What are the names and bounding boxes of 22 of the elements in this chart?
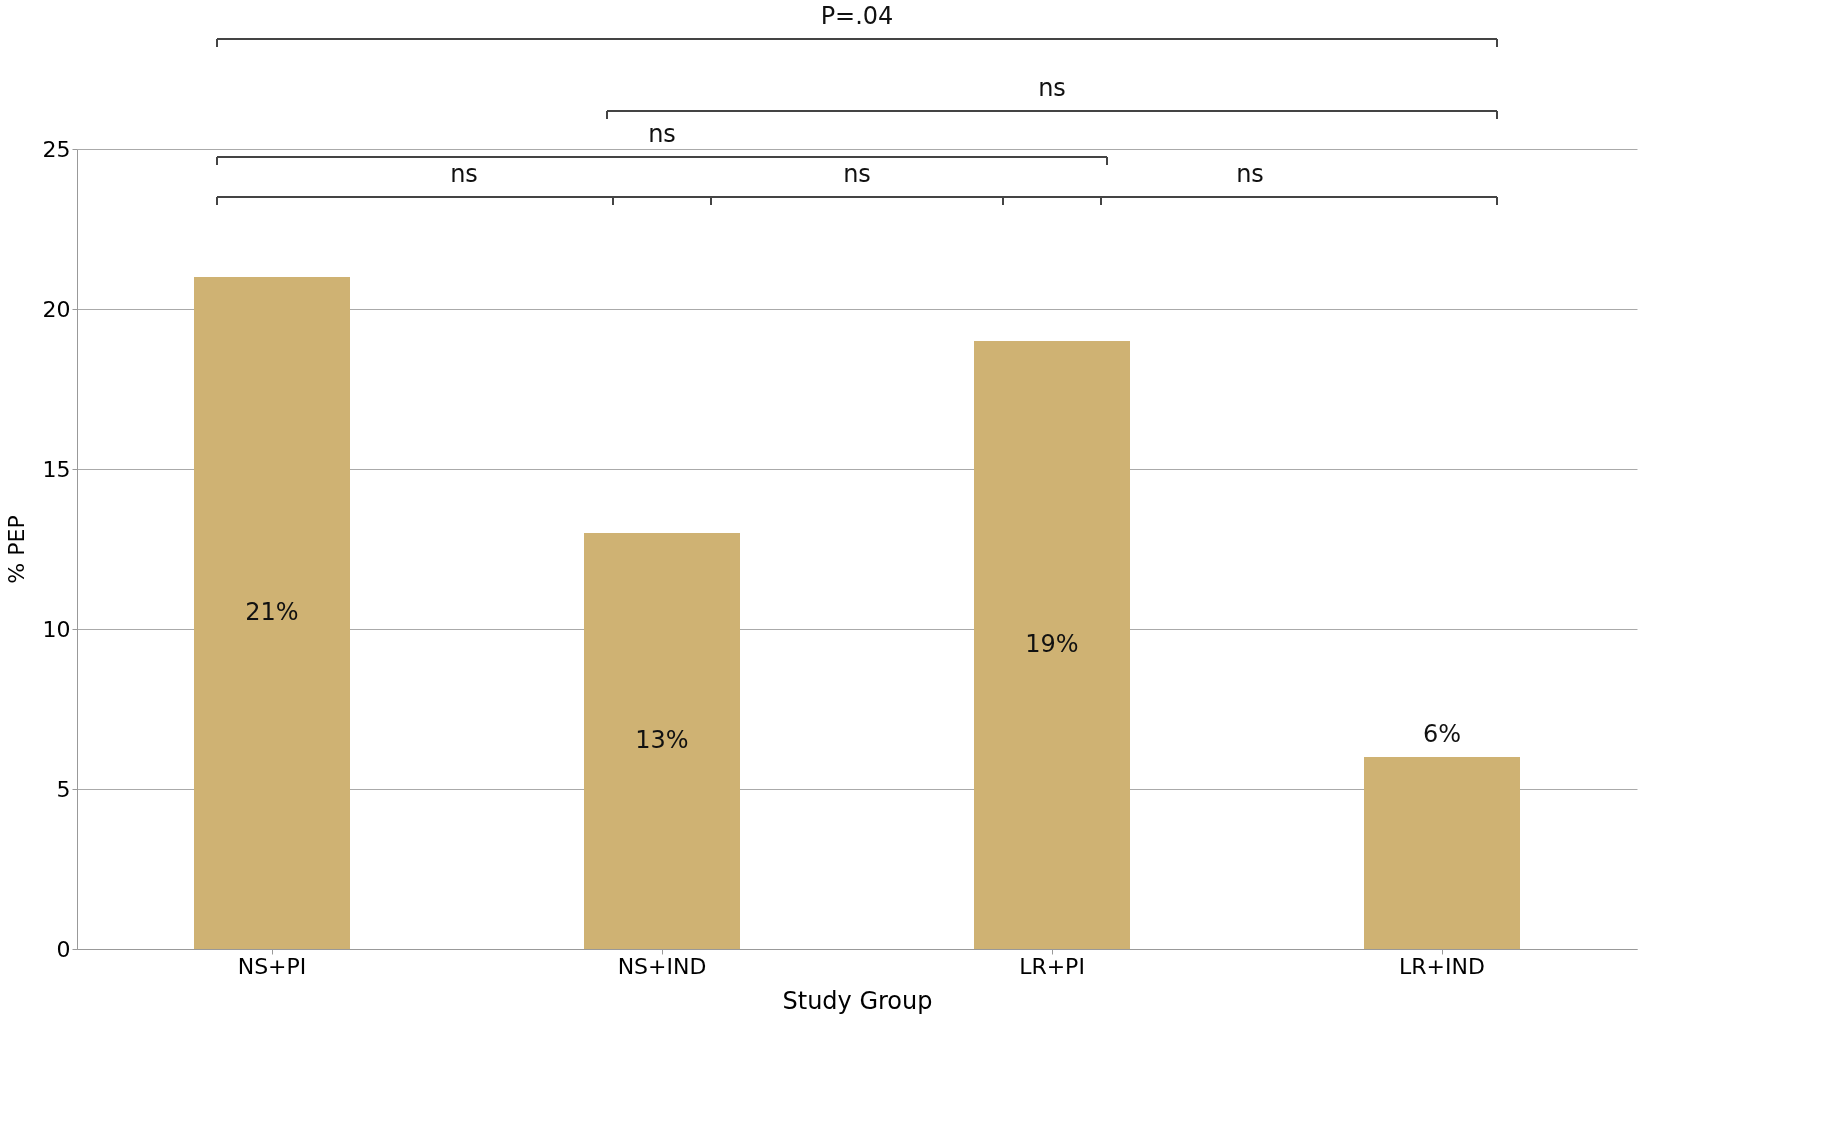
- y-tick-label: 5: [56, 776, 71, 802]
- x-tick-label: NS+PI: [237, 953, 307, 979]
- data-label: 13%: [635, 726, 689, 754]
- data-label: 21%: [245, 598, 299, 626]
- text: ns: [648, 120, 676, 148]
- x-tick-label: NS+IND: [617, 953, 707, 979]
- y-tick-label: 0: [56, 936, 71, 962]
- x-tick-label: LR+IND: [1399, 953, 1485, 979]
- y-tick-label: 25: [42, 136, 71, 162]
- x-axis-title: Study Group: [782, 986, 933, 1015]
- annotation: ns: [843, 160, 871, 188]
- text: ns: [1038, 74, 1066, 102]
- y-tick-label: 20: [42, 296, 71, 322]
- y-tick-label: 15: [42, 456, 71, 482]
- text: P=.04: [820, 2, 894, 30]
- annotation: ns: [450, 160, 478, 188]
- data-label: 19%: [1025, 630, 1079, 658]
- annotation: ns: [1236, 160, 1264, 188]
- y-tick-label: 10: [42, 616, 71, 642]
- y-axis-title: % PEP: [3, 515, 29, 584]
- data-label: 6%: [1422, 720, 1462, 748]
- x-tick-label: LR+PI: [1019, 953, 1085, 979]
